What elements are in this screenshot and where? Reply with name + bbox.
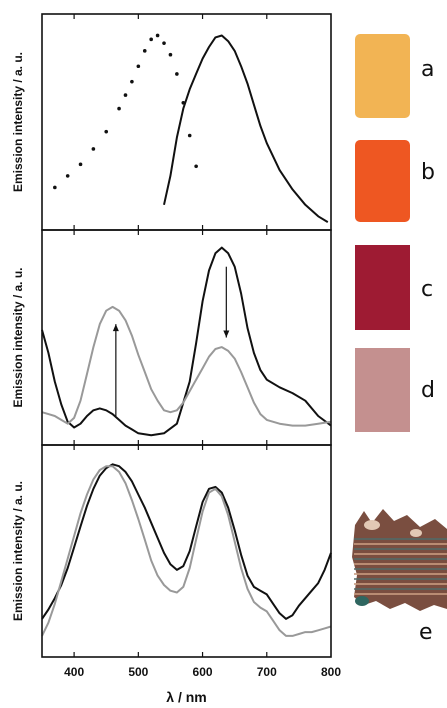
series-line-gray [41,465,332,637]
swatch-b [355,140,410,222]
data-point [130,79,134,84]
data-point [91,147,96,151]
swatch-e [352,509,447,611]
plot-frame [41,444,332,658]
panel-middle: Emission intensity / a. u. [11,229,332,446]
data-point [104,129,109,134]
y-axis-label: Emission intensity / a. u. [11,267,25,407]
data-point [155,33,160,38]
x-tick-label: 700 [257,665,277,679]
y-axis-label: Emission intensity / a. u. [11,481,25,621]
label-c: c [421,277,434,302]
data-point [53,185,57,190]
label-d: d [421,378,435,403]
data-point [187,133,192,138]
x-axis-label: λ / nm [166,689,206,705]
plot-frame [41,13,332,231]
data-point [78,162,83,167]
x-tick-label: 400 [64,665,84,679]
series-line-black [41,246,332,437]
data-point [65,174,70,178]
label-b: b [421,160,435,185]
y-axis-label: Emission intensity / a. u. [11,52,25,192]
data-point [194,164,198,169]
series-line-black [41,463,332,620]
swatch-a [355,34,410,118]
panel-top: Emission intensity / a. u. [11,13,332,231]
data-point [162,41,166,45]
data-point [175,72,179,76]
swatch-d [355,348,410,432]
label-a: a [421,57,435,82]
data-point [136,64,141,69]
panel-bottom: Emission intensity / a. u. 400 500 600 700 80… [11,444,341,705]
x-tick-label: 600 [193,665,213,679]
data-point [142,49,147,53]
x-tick-label: 800 [321,665,341,679]
chart-panels: Emission intensity / a. u.Emission inten… [11,13,341,705]
arrow-up-head [112,324,119,332]
x-tick-label: 500 [128,665,148,679]
series-line-black [163,34,329,223]
data-point [123,93,128,97]
data-point [168,52,173,57]
plot-frame [41,229,332,446]
arrow-down-head [223,330,230,338]
data-point [117,106,121,111]
swatch-c [355,245,410,330]
data-point [149,37,153,42]
label-e: e [419,620,433,645]
series-line-gray [41,305,332,427]
